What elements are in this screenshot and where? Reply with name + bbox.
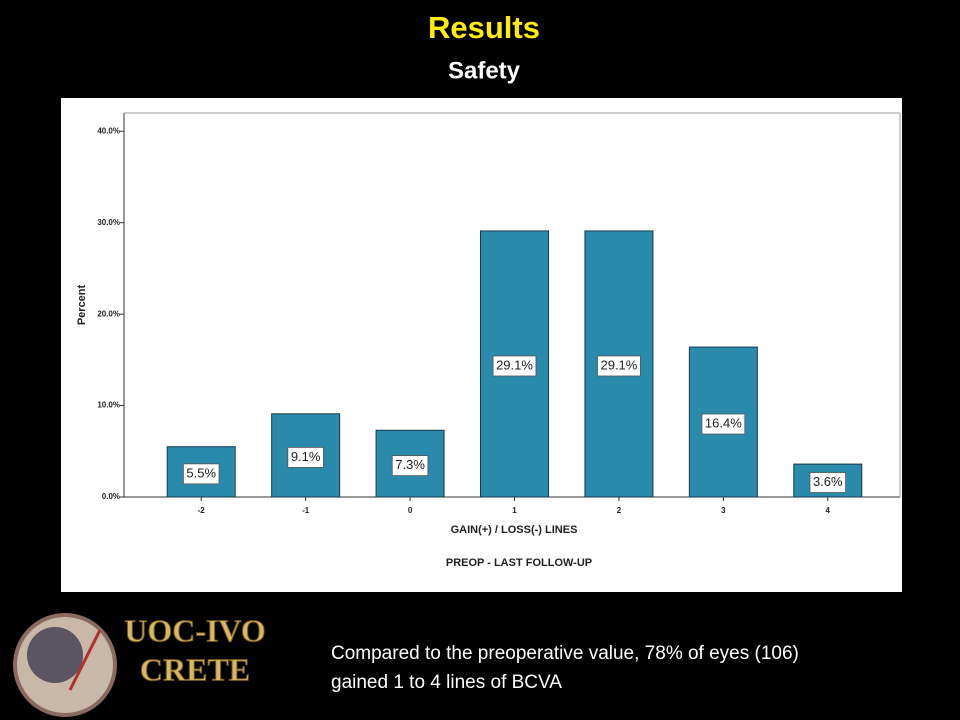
x-tick-label: 0 [408, 506, 413, 515]
logo-text: UOC-IVO [124, 612, 266, 648]
slide-subtitle: Safety [448, 57, 521, 84]
value-label: 3.6% [813, 474, 843, 489]
value-label-box [701, 413, 746, 435]
y-tick-label: 30.0% [97, 218, 120, 227]
logo-emblem-line [68, 629, 102, 691]
value-label-box [287, 446, 324, 468]
x-tick-label: 3 [721, 506, 726, 515]
x-axis-label: PREOP - LAST FOLLOW-UP [446, 557, 592, 569]
value-label-box [391, 455, 429, 477]
value-label: 29.1% [600, 357, 637, 372]
caption-line: Compared to the preoperative value, 78% … [331, 643, 799, 664]
value-label: 5.5% [186, 465, 216, 480]
x-tick-label: 2 [617, 506, 622, 515]
logo-emblem-detail [27, 627, 83, 683]
value-label-box [809, 472, 847, 493]
y-tick-label: 10.0% [97, 401, 120, 410]
value-label: 7.3% [395, 457, 425, 472]
x-axis-label: GAIN(+) / LOSS(-) LINES [451, 524, 578, 536]
y-tick-label: 20.0% [97, 309, 120, 318]
value-label: 16.4% [705, 415, 742, 430]
value-label-box [182, 463, 220, 485]
logo-text: CRETE [140, 651, 250, 687]
logo: UOC-IVO CRETE [13, 612, 266, 717]
y-tick-label: 40.0% [97, 126, 120, 135]
x-tick-label: -2 [198, 506, 206, 515]
x-tick-label: 4 [826, 506, 831, 515]
y-axis-label: Percent [76, 284, 88, 325]
x-tick-label: 1 [512, 506, 517, 515]
x-tick-label: -1 [302, 506, 310, 515]
caption-line: gained 1 to 4 lines of BCVA [331, 672, 562, 693]
y-tick-label: 0.0% [102, 492, 120, 501]
slide-title: Results [428, 10, 540, 45]
value-label-box [597, 355, 641, 377]
value-label: 29.1% [496, 357, 533, 372]
value-label: 9.1% [291, 449, 321, 464]
value-label-box [492, 355, 537, 377]
